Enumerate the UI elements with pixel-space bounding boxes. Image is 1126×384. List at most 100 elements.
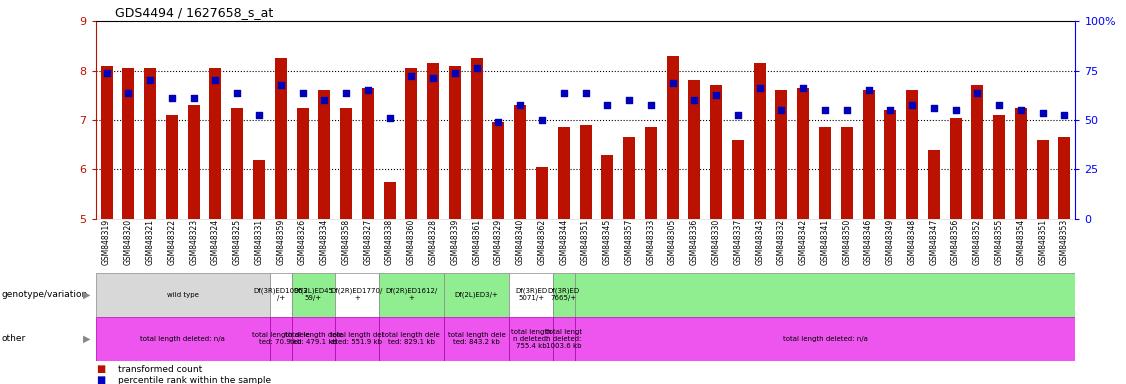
Text: GSM848355: GSM848355	[994, 219, 1003, 265]
Point	[598, 102, 616, 108]
Point	[620, 97, 638, 103]
Bar	[841, 127, 852, 219]
Point	[838, 107, 856, 113]
Text: GSM848353: GSM848353	[1060, 219, 1069, 265]
Bar	[1058, 137, 1071, 219]
Bar	[319, 90, 330, 219]
Text: total length dele
ted: 829.1 kb: total length dele ted: 829.1 kb	[383, 333, 440, 345]
Bar	[711, 85, 722, 219]
Point	[206, 78, 224, 84]
Bar	[100, 66, 113, 219]
Point	[729, 112, 747, 118]
Text: Df(3R)ED10953
/+: Df(3R)ED10953 /+	[253, 288, 309, 301]
Bar	[574, 317, 1075, 361]
Text: GSM848339: GSM848339	[450, 219, 459, 265]
Point	[294, 90, 312, 96]
Point	[882, 107, 900, 113]
Bar	[601, 155, 614, 219]
Bar	[906, 90, 918, 219]
Point	[467, 65, 485, 71]
Bar	[188, 105, 199, 219]
Point	[250, 112, 268, 118]
Text: GSM848356: GSM848356	[951, 219, 960, 265]
Text: GSM848359: GSM848359	[276, 219, 285, 265]
Bar	[884, 110, 896, 219]
Text: GSM848328: GSM848328	[429, 219, 438, 265]
Bar	[444, 273, 509, 317]
Bar	[378, 273, 444, 317]
Point	[686, 97, 704, 103]
Point	[446, 70, 464, 76]
Text: transformed count: transformed count	[118, 365, 203, 374]
Text: GSM848338: GSM848338	[385, 219, 394, 265]
Bar	[623, 137, 635, 219]
Bar	[863, 90, 875, 219]
Bar	[580, 125, 591, 219]
Text: GSM848327: GSM848327	[364, 219, 373, 265]
Bar	[536, 167, 548, 219]
Text: GSM848348: GSM848348	[908, 219, 917, 265]
Text: GSM848350: GSM848350	[842, 219, 851, 265]
Text: GSM848344: GSM848344	[560, 219, 569, 265]
Point	[141, 78, 159, 84]
Bar	[972, 85, 983, 219]
Text: GSM848352: GSM848352	[973, 219, 982, 265]
Bar	[292, 317, 336, 361]
Point	[425, 75, 443, 81]
Point	[163, 95, 181, 101]
Point	[511, 102, 529, 108]
Text: Df(3R)ED
5071/+: Df(3R)ED 5071/+	[515, 288, 547, 301]
Point	[337, 90, 355, 96]
Point	[707, 92, 725, 98]
Text: total length dele
ted: 843.2 kb: total length dele ted: 843.2 kb	[448, 333, 506, 345]
Bar	[1037, 140, 1048, 219]
Text: Df(2L)ED3/+: Df(2L)ED3/+	[455, 291, 499, 298]
Text: total length
n deleted:
755.4 kb: total length n deleted: 755.4 kb	[511, 329, 552, 349]
Bar	[553, 273, 574, 317]
Point	[359, 87, 377, 93]
Text: GSM848358: GSM848358	[341, 219, 350, 265]
Bar	[384, 182, 395, 219]
Text: other: other	[1, 334, 26, 343]
Text: GSM848331: GSM848331	[254, 219, 263, 265]
Text: GSM848362: GSM848362	[537, 219, 546, 265]
Text: ▶: ▶	[82, 334, 90, 344]
Bar	[166, 115, 178, 219]
Text: total length dele
ted: 479.1 kb: total length dele ted: 479.1 kb	[285, 333, 342, 345]
Text: total length deleted: n/a: total length deleted: n/a	[783, 336, 867, 342]
Point	[794, 85, 812, 91]
Text: GSM848341: GSM848341	[821, 219, 830, 265]
Text: GSM848343: GSM848343	[756, 219, 765, 265]
Point	[990, 102, 1008, 108]
Point	[816, 107, 834, 113]
Text: total lengt
h deleted:
1003.6 kb: total lengt h deleted: 1003.6 kb	[546, 329, 582, 349]
Point	[968, 90, 986, 96]
Text: GSM848337: GSM848337	[733, 219, 742, 265]
Bar	[444, 317, 509, 361]
Point	[1055, 112, 1073, 118]
Text: GSM848332: GSM848332	[777, 219, 786, 265]
Bar	[753, 63, 766, 219]
Text: GSM848334: GSM848334	[320, 219, 329, 265]
Point	[1012, 107, 1030, 113]
Text: total length dele
ted: 70.9 kb: total length dele ted: 70.9 kb	[252, 333, 310, 345]
Point	[98, 70, 116, 76]
Point	[119, 90, 137, 96]
Bar	[270, 317, 292, 361]
Bar	[557, 127, 570, 219]
Text: GSM848340: GSM848340	[516, 219, 525, 265]
Text: GSM848323: GSM848323	[189, 219, 198, 265]
Text: total length del
eted: 551.9 kb: total length del eted: 551.9 kb	[330, 333, 384, 345]
Bar	[96, 317, 270, 361]
Point	[185, 95, 203, 101]
Text: GSM848351: GSM848351	[581, 219, 590, 265]
Bar	[253, 160, 265, 219]
Point	[315, 97, 333, 103]
Text: GSM848320: GSM848320	[124, 219, 133, 265]
Text: GSM848326: GSM848326	[298, 219, 307, 265]
Bar	[270, 273, 292, 317]
Text: Df(2L)ED45
59/+: Df(2L)ED45 59/+	[294, 288, 333, 301]
Text: GSM848305: GSM848305	[668, 219, 677, 265]
Bar	[231, 108, 243, 219]
Bar	[492, 122, 504, 219]
